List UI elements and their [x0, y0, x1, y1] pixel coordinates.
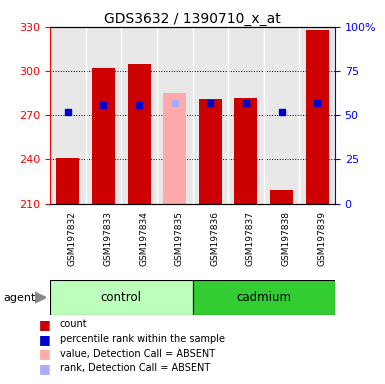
Text: value, Detection Call = ABSENT: value, Detection Call = ABSENT: [60, 349, 215, 359]
Text: rank, Detection Call = ABSENT: rank, Detection Call = ABSENT: [60, 363, 210, 373]
Text: GSM197832: GSM197832: [68, 211, 77, 266]
Bar: [50, 280, 192, 315]
Text: ■: ■: [38, 333, 50, 346]
Text: GSM197839: GSM197839: [317, 211, 326, 266]
Text: GSM197833: GSM197833: [104, 211, 112, 266]
Text: agent: agent: [4, 293, 36, 303]
Title: GDS3632 / 1390710_x_at: GDS3632 / 1390710_x_at: [104, 12, 281, 26]
Bar: [199, 99, 222, 204]
Bar: [127, 64, 151, 204]
Text: cadmium: cadmium: [236, 291, 291, 304]
Bar: [306, 30, 329, 204]
Bar: [234, 98, 258, 204]
Text: GSM197836: GSM197836: [210, 211, 219, 266]
Bar: [92, 68, 115, 204]
Text: ■: ■: [38, 362, 50, 375]
Text: GSM197834: GSM197834: [139, 211, 148, 266]
Bar: [270, 190, 293, 204]
Text: percentile rank within the sample: percentile rank within the sample: [60, 334, 225, 344]
Text: count: count: [60, 319, 87, 329]
Text: GSM197838: GSM197838: [281, 211, 291, 266]
Text: GSM197835: GSM197835: [175, 211, 184, 266]
Text: control: control: [101, 291, 142, 304]
Text: ■: ■: [38, 318, 50, 331]
Bar: [163, 93, 186, 204]
Text: GSM197837: GSM197837: [246, 211, 255, 266]
Bar: [56, 158, 79, 204]
Text: ■: ■: [38, 347, 50, 360]
Bar: [192, 280, 335, 315]
Polygon shape: [35, 292, 46, 303]
